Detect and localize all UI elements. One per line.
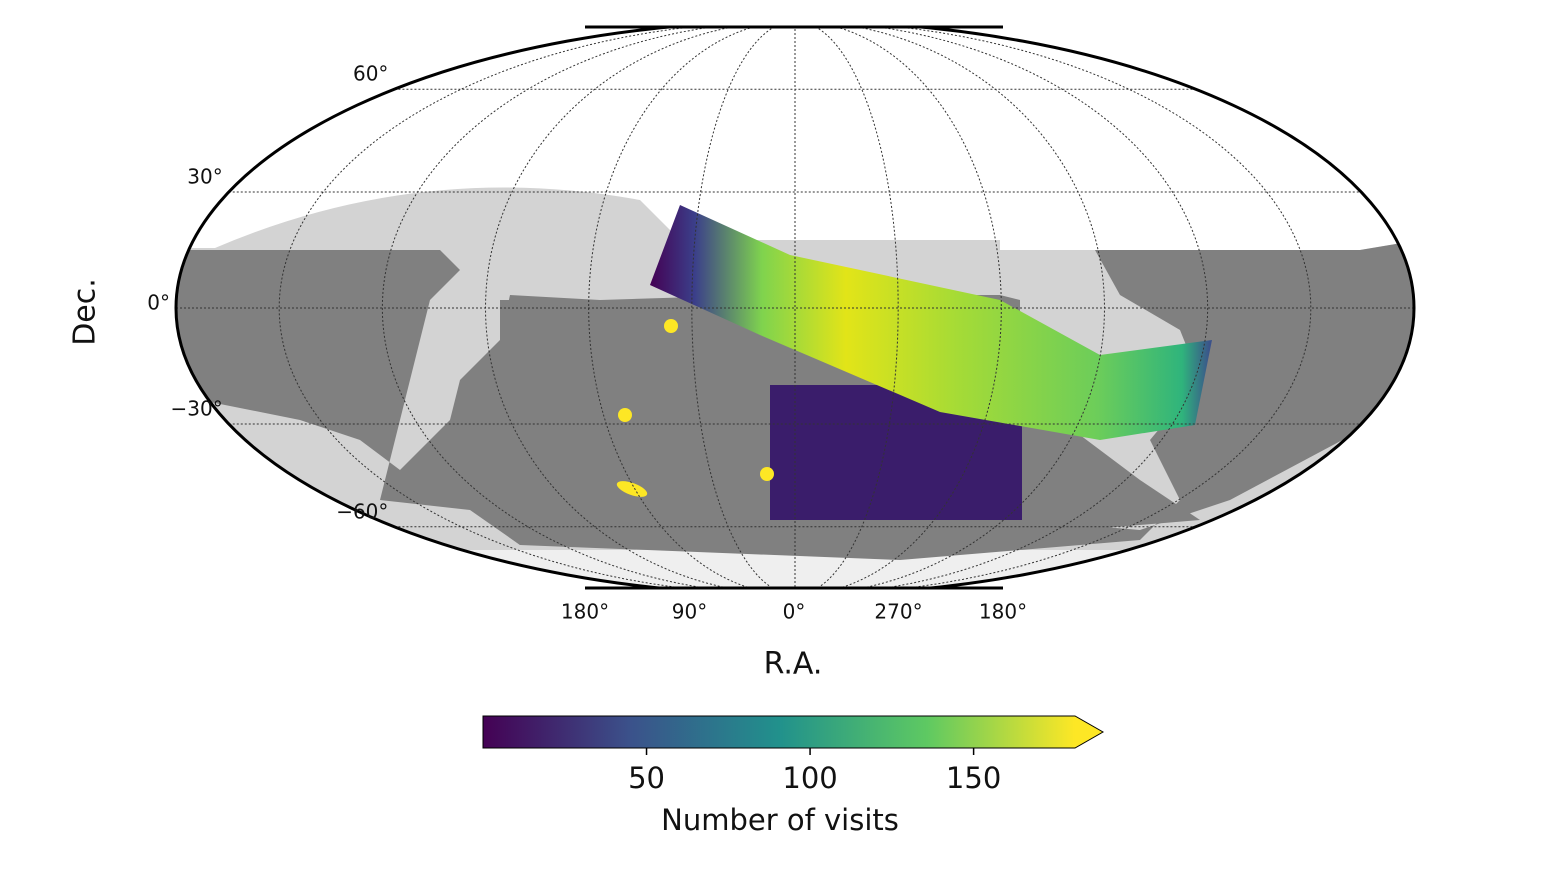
y-tick-label: 30° [187,165,222,189]
colorbar-tick-label: 150 [946,761,1001,795]
meridian [794,27,1106,588]
x-tick-label: 0° [783,600,806,624]
x-tick-label: 90° [672,600,707,624]
sky-border [174,27,1416,588]
colorbar-tick-label: 100 [782,761,837,795]
y-tick-label: −60° [336,499,388,523]
y-tick-label: 60° [353,62,388,86]
deep-field [664,319,678,333]
x-axis-label: R.A. [764,647,823,682]
meridian [691,27,796,588]
meridian [794,27,1209,588]
meridian [794,27,1002,588]
y-tick-label: −30° [171,396,223,420]
colorbar-tick-label: 50 [628,761,665,795]
meridian [588,27,796,588]
x-tick-label: 270° [874,600,922,624]
deep-field [618,408,632,422]
deep-field [616,481,648,497]
colorbar-outline [482,715,1105,749]
survey-band [650,205,1212,440]
y-tick-label: 0° [147,291,170,315]
deep-field [760,467,774,481]
colorbar-extend [1075,716,1103,748]
meridian [794,27,899,588]
colorbar [483,716,1075,748]
meridian [381,27,796,588]
y-axis-label: Dec. [68,278,103,346]
meridian [484,27,796,588]
x-tick-label: 180° [979,600,1027,624]
colorbar-label: Number of visits [661,803,899,837]
x-tick-label: 180° [561,600,609,624]
